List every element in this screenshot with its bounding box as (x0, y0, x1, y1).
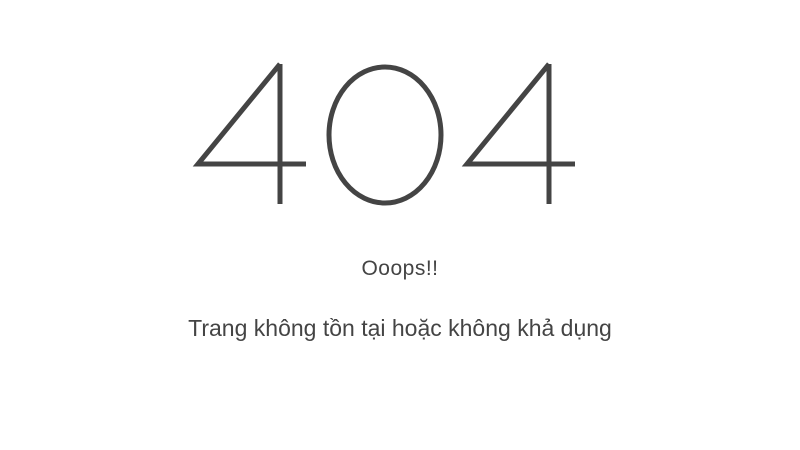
error-code (192, 62, 575, 206)
error-heading: Ooops!! (361, 257, 439, 280)
digit-zero (326, 64, 444, 206)
digit-four-left (192, 62, 306, 204)
error-message: Trang không tồn tại hoặc không khả dụng (188, 315, 612, 341)
digit-four-right (461, 62, 575, 204)
